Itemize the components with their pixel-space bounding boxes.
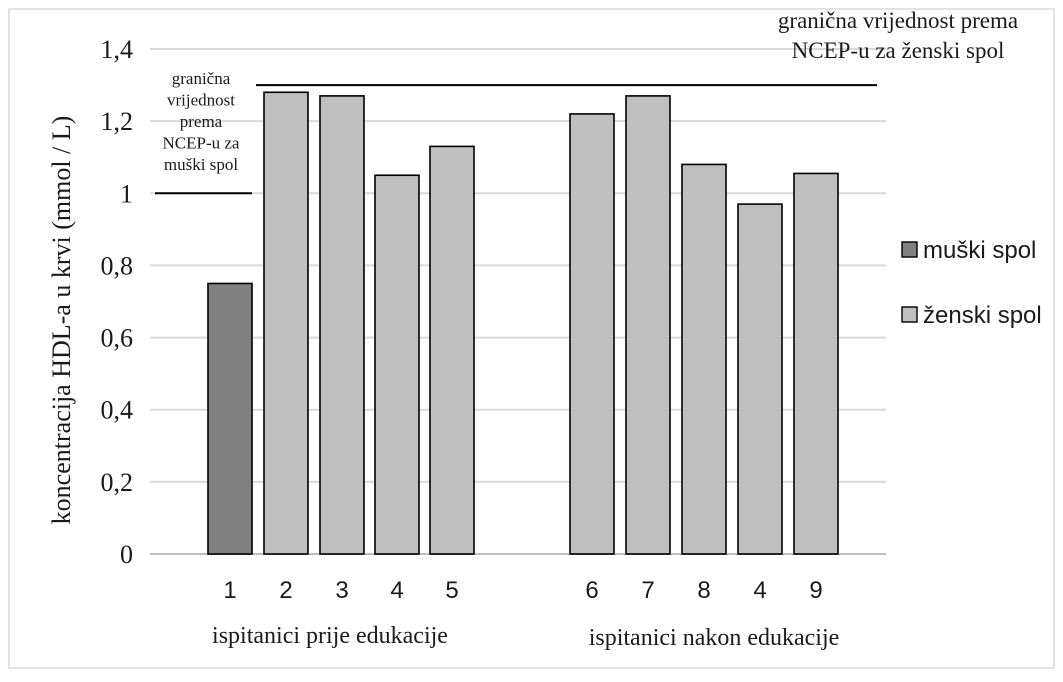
x-tick-label: 4	[390, 577, 403, 604]
x-tick-label: 4	[753, 577, 766, 604]
y-tick-label: 0,8	[101, 251, 134, 280]
legend-label: muški spol	[923, 237, 1036, 264]
group-label: ispitanici prije edukacije	[212, 623, 448, 649]
bar-female-9	[793, 172, 839, 555]
bar-female-2	[263, 91, 309, 555]
x-tick-label: 7	[641, 577, 654, 604]
x-tick-label: 1	[223, 577, 236, 604]
y-tick-label: 1,2	[101, 107, 134, 136]
x-tick-label: 2	[279, 577, 292, 604]
female-threshold-label: granična vrijednost prema	[778, 8, 1018, 33]
group-label: ispitanici nakon edukacije	[589, 625, 840, 651]
y-axis-title: koncentracija HDL-a u krvi (mmol / L)	[47, 116, 76, 525]
male-threshold-label: muški spol	[164, 155, 238, 174]
bar-female-4	[737, 203, 783, 555]
bar-female-3	[319, 95, 365, 555]
x-tick-label: 5	[445, 577, 458, 604]
y-tick-label: 0	[120, 540, 133, 569]
legend-swatch-0	[901, 241, 918, 258]
male-threshold-label: prema	[180, 112, 223, 131]
legend-label: ženski spol	[923, 302, 1042, 329]
male-threshold-label: vrijednost	[167, 91, 235, 110]
female-threshold-label: NCEP-u za ženski spol	[792, 38, 1005, 63]
x-axis-labels: 1 2 3 4 5 6 7 8 4 9 ispitanici prije edukacije ispi…	[212, 577, 839, 651]
bar-female-5	[429, 145, 475, 555]
bar-female-7	[625, 95, 671, 555]
y-tick-label: 0,2	[101, 468, 134, 497]
x-tick-label: 8	[697, 577, 710, 604]
bar-female-6	[569, 113, 615, 555]
reference-lines: granična vrijednost prema NCEP-u za muški sp…	[155, 8, 1018, 195]
bar-female-8	[681, 163, 727, 555]
x-tick-label: 6	[585, 577, 598, 604]
legend: muški spol ženski spol	[901, 237, 1042, 329]
bar-male-1	[207, 282, 253, 555]
bar-female-4	[374, 174, 420, 555]
y-tick-label: 0,6	[101, 324, 134, 353]
y-tick-label: 1	[120, 179, 133, 208]
y-tick-label: 1,4	[101, 35, 134, 64]
male-threshold-label: NCEP-u za	[163, 134, 240, 153]
y-axis: 0 0,2 0,4 0,6 0,8 1 1,2 1,4	[101, 35, 134, 569]
x-tick-label: 9	[809, 577, 822, 604]
y-tick-label: 0,4	[101, 396, 134, 425]
x-tick-label: 3	[335, 577, 348, 604]
male-threshold-label: granična	[172, 69, 231, 88]
bars	[207, 91, 839, 555]
legend-swatch-1	[901, 306, 918, 323]
